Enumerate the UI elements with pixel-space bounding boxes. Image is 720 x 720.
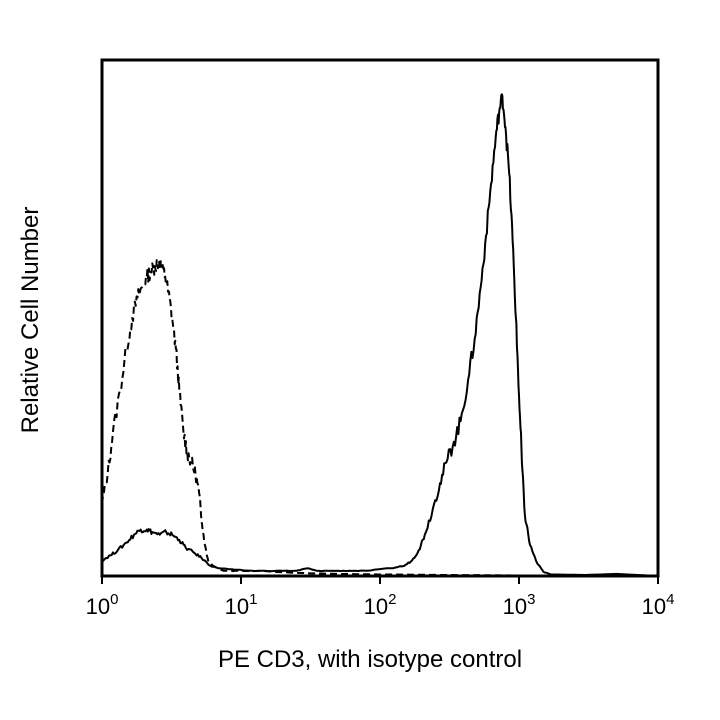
x-tick-label-exponent: 1 [249, 591, 257, 608]
x-tick-label: 103 [503, 591, 536, 619]
x-tick-label-base: 10 [225, 594, 249, 619]
plot-frame [100, 58, 660, 578]
x-tick-label-base: 10 [642, 594, 666, 619]
x-tick-label-base: 10 [364, 594, 388, 619]
x-tick-label-exponent: 4 [666, 591, 674, 608]
x-tick-label: 104 [642, 591, 675, 619]
x-axis-label: PE CD3, with isotype control [218, 646, 522, 673]
series-layer [101, 93, 659, 577]
x-tick-label: 100 [86, 591, 119, 619]
x-tick-label-exponent: 0 [110, 591, 118, 608]
x-tick-label-exponent: 2 [388, 591, 396, 608]
x-tick-label-exponent: 3 [527, 591, 535, 608]
y-axis-label: Relative Cell Number [17, 207, 44, 434]
x-tick-label-base: 10 [86, 594, 110, 619]
x-tick-label-base: 10 [503, 594, 527, 619]
pe-cd3-series-line [101, 93, 659, 577]
x-tick-label: 102 [364, 591, 397, 619]
x-tick-marks [101, 576, 659, 584]
isotype-control-series-line [101, 259, 659, 577]
x-tick-labels: 100 101 102 103 104 [86, 591, 675, 619]
x-tick-label: 101 [225, 591, 258, 619]
